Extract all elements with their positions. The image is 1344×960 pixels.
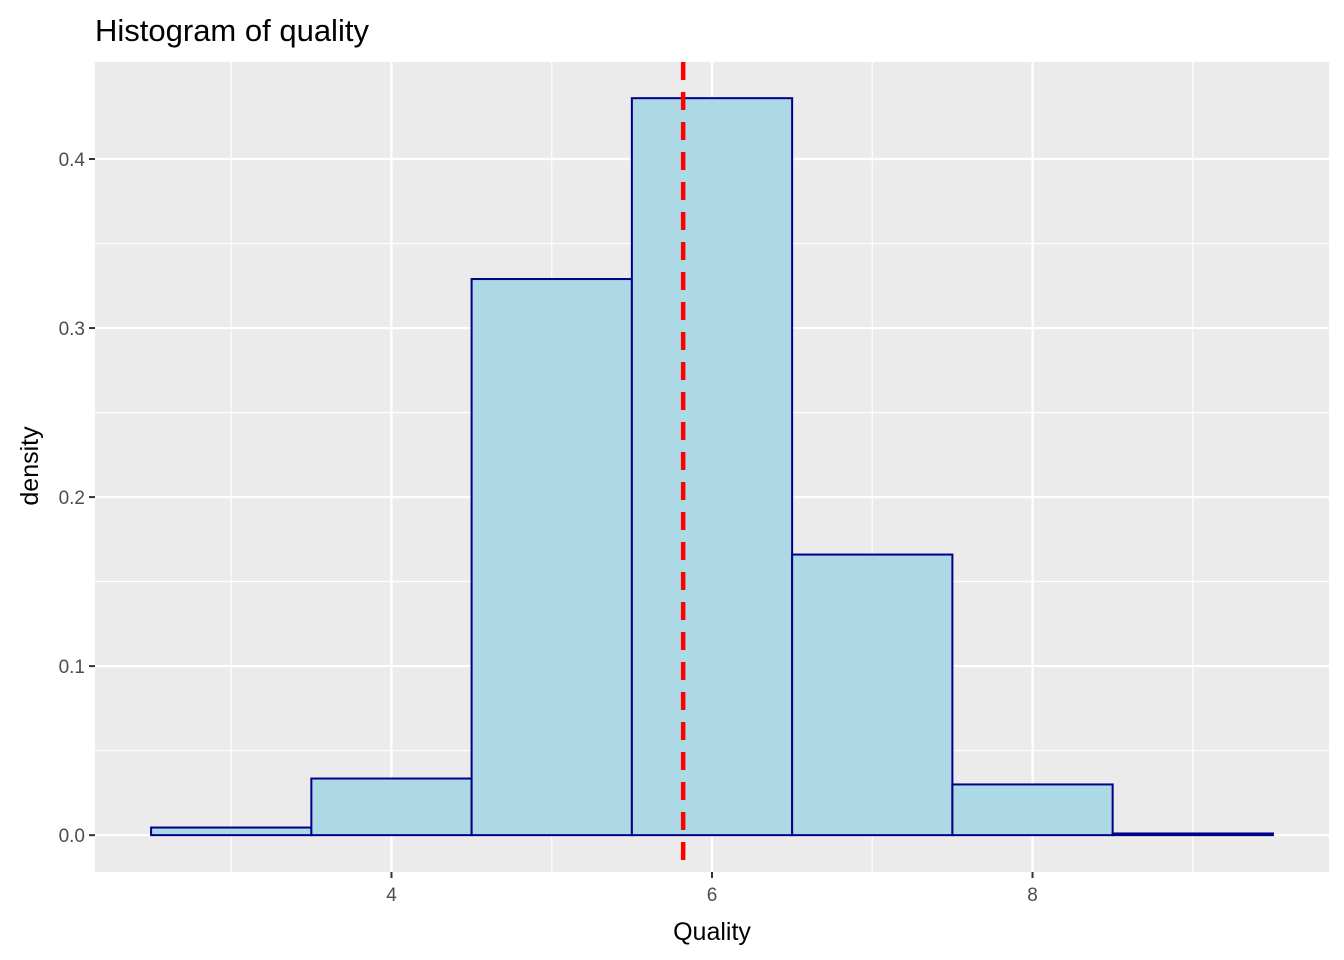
y-tick-label: 0.2	[59, 488, 85, 509]
x-axis-title: Quality	[673, 918, 751, 946]
y-axis: 0.0 0.1 0.2 0.3 0.4	[59, 150, 95, 847]
y-tick-label: 0.4	[59, 150, 86, 171]
chart-title: Histogram of quality	[95, 13, 369, 48]
histogram-bar-6	[951, 783, 1114, 837]
x-axis: 4 6 8	[386, 872, 1038, 906]
histogram-bar-7	[1111, 832, 1274, 837]
histogram-bar-1	[150, 826, 313, 837]
plot-panel	[95, 62, 1329, 872]
histogram-bar-2	[310, 777, 473, 837]
y-tick-label: 0.3	[59, 319, 85, 340]
x-tick-label: 6	[707, 885, 718, 906]
x-tick-label: 4	[386, 885, 397, 906]
y-tick-label: 0.1	[59, 657, 85, 678]
histogram-bar-4	[630, 97, 794, 837]
histogram-bar-3	[470, 278, 633, 837]
histogram-bar-5	[791, 553, 954, 837]
y-tick-label: 0.0	[59, 826, 85, 847]
x-tick-label: 8	[1027, 885, 1038, 906]
y-axis-title: density	[16, 426, 44, 506]
